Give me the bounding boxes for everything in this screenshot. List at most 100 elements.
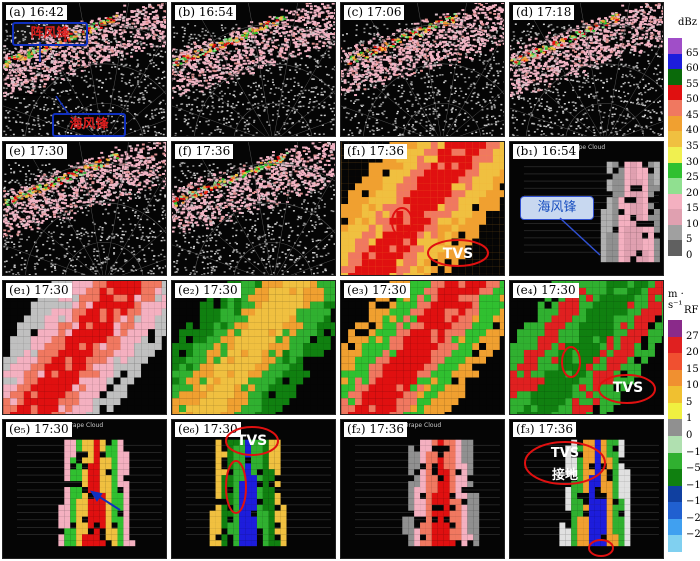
- clutter-pixel: [188, 82, 191, 85]
- clutter-pixel: [302, 105, 305, 107]
- echo-pixel: [298, 37, 302, 40]
- echo-pixel: [31, 77, 35, 80]
- clutter-pixel: [106, 129, 109, 132]
- clutter-pixel: [454, 123, 457, 126]
- echo-pixel: [155, 45, 159, 48]
- clutter-pixel: [147, 28, 150, 31]
- clutter-pixel: [149, 60, 152, 62]
- clutter-pixel: [342, 34, 344, 36]
- echo-pixel: [11, 90, 15, 93]
- echo-pixel: [304, 24, 308, 26]
- clutter-pixel: [497, 82, 500, 85]
- storm-pixel: [36, 45, 40, 48]
- echo-pixel: [461, 25, 465, 28]
- clutter-pixel: [247, 66, 250, 68]
- storm-pixel: [4, 60, 8, 63]
- clutter-pixel: [450, 93, 453, 95]
- clutter-pixel: [107, 115, 110, 117]
- storm-pixel: [42, 48, 46, 51]
- echo-pixel: [97, 45, 101, 48]
- clutter-pixel: [394, 128, 397, 131]
- clutter-pixel: [39, 128, 42, 130]
- clutter-pixel: [52, 26, 55, 28]
- echo-pixel: [40, 74, 44, 77]
- echo-pixel: [24, 52, 28, 55]
- echo-pixel: [19, 50, 23, 53]
- clutter-pixel: [70, 132, 73, 135]
- echo-pixel: [5, 93, 9, 96]
- clutter-pixel: [165, 43, 166, 46]
- echo-pixel: [3, 64, 7, 67]
- clutter-pixel: [199, 35, 202, 37]
- echo-pixel: [133, 36, 137, 39]
- echo-pixel: [83, 46, 87, 49]
- echo-pixel: [308, 3, 312, 5]
- clutter-pixel: [206, 106, 209, 109]
- clutter-pixel: [436, 115, 439, 117]
- clutter-pixel: [76, 24, 79, 26]
- echo-pixel: [321, 3, 324, 6]
- clutter-pixel: [260, 54, 263, 57]
- storm-pixel: [17, 57, 21, 60]
- clutter-pixel: [147, 125, 150, 127]
- clutter-pixel: [313, 132, 316, 135]
- clutter-pixel: [260, 100, 263, 103]
- echo-pixel: [328, 46, 332, 49]
- clutter-pixel: [188, 96, 191, 98]
- echo-pixel: [440, 29, 444, 32]
- echo-pixel: [206, 45, 210, 48]
- clutter-pixel: [147, 126, 150, 129]
- clutter-pixel: [213, 35, 216, 37]
- storm-pixel: [232, 39, 236, 42]
- clutter-pixel: [486, 35, 488, 38]
- echo-pixel: [412, 66, 416, 69]
- echo-pixel: [37, 67, 41, 70]
- clutter-pixel: [267, 80, 270, 82]
- echo-pixel: [296, 45, 300, 48]
- clutter-pixel: [177, 67, 180, 69]
- echo-pixel: [90, 19, 94, 22]
- clutter-pixel: [362, 42, 365, 44]
- echo-pixel: [248, 33, 252, 36]
- clutter-pixel: [401, 84, 404, 87]
- clutter-pixel: [109, 77, 112, 80]
- echo-pixel: [424, 56, 428, 59]
- clutter-pixel: [319, 79, 321, 81]
- clutter-pixel: [433, 62, 436, 64]
- panel-b: (b) 16:54: [171, 2, 336, 137]
- clutter-pixel: [345, 33, 348, 35]
- echo-pixel: [88, 42, 92, 45]
- clutter-pixel: [475, 131, 478, 134]
- clutter-pixel: [172, 66, 175, 69]
- clutter-pixel: [415, 69, 418, 71]
- echo-pixel: [306, 17, 310, 20]
- echo-pixel: [363, 84, 366, 87]
- clutter-pixel: [494, 79, 497, 82]
- clutter-pixel: [53, 100, 56, 103]
- echo-pixel: [179, 74, 183, 77]
- clutter-pixel: [217, 99, 220, 102]
- storm-pixel: [185, 59, 189, 62]
- echo-pixel: [459, 18, 463, 21]
- clutter-pixel: [153, 126, 156, 128]
- storm-pixel: [240, 38, 244, 41]
- clutter-pixel: [380, 41, 382, 43]
- clutter-pixel: [5, 62, 8, 64]
- clutter-pixel: [136, 59, 139, 61]
- echo-pixel: [178, 86, 182, 89]
- echo-pixel: [459, 26, 462, 29]
- storm-pixel: [235, 37, 239, 40]
- clutter-pixel: [267, 103, 270, 106]
- echo-pixel: [218, 66, 222, 69]
- echo-pixel: [245, 50, 249, 53]
- echo-pixel: [136, 30, 140, 33]
- echo-pixel: [174, 70, 178, 73]
- echo-pixel: [180, 72, 183, 75]
- clutter-pixel: [122, 56, 125, 58]
- echo-pixel: [72, 70, 76, 73]
- clutter-pixel: [197, 110, 200, 112]
- clutter-pixel: [395, 126, 398, 128]
- echo-pixel: [103, 56, 107, 59]
- echo-pixel: [307, 49, 311, 52]
- clutter-pixel: [82, 48, 85, 51]
